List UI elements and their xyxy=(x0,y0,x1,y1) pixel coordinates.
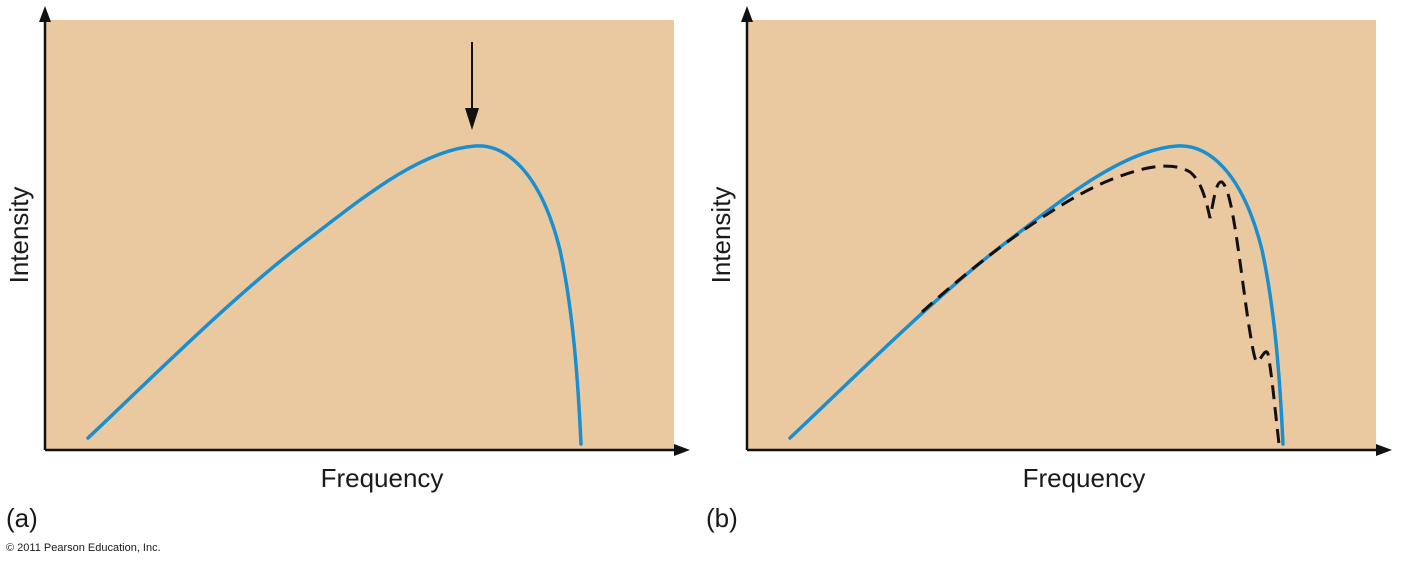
spectrum-curve-a xyxy=(86,144,583,446)
y-axis-label-a: Intensity xyxy=(4,187,34,284)
y-axis-arrowhead-a xyxy=(39,6,51,22)
y-axis-label-b: Intensity xyxy=(706,187,736,284)
plot-area-b xyxy=(748,20,1376,450)
x-axis-arrowhead-a xyxy=(674,444,690,456)
panel-a: Frequency Intensity (a) xyxy=(4,6,690,533)
peak-arrow-head xyxy=(465,108,479,130)
x-axis-arrowhead-b xyxy=(1376,444,1392,456)
y-axis-arrowhead-b xyxy=(741,6,753,22)
copyright-notice: © 2011 Pearson Education, Inc. xyxy=(6,542,161,554)
x-axis-label-a: Frequency xyxy=(321,463,444,493)
panel-letter-a: (a) xyxy=(6,503,38,533)
panel-letter-b: (b) xyxy=(706,503,738,533)
x-axis-label-b: Frequency xyxy=(1023,463,1146,493)
observed-dashed-curve-b xyxy=(920,164,1281,445)
panel-b: Frequency Intensity (b) xyxy=(706,6,1392,533)
plot-area-a xyxy=(46,20,674,450)
spectrum-curve-b xyxy=(788,144,1285,446)
